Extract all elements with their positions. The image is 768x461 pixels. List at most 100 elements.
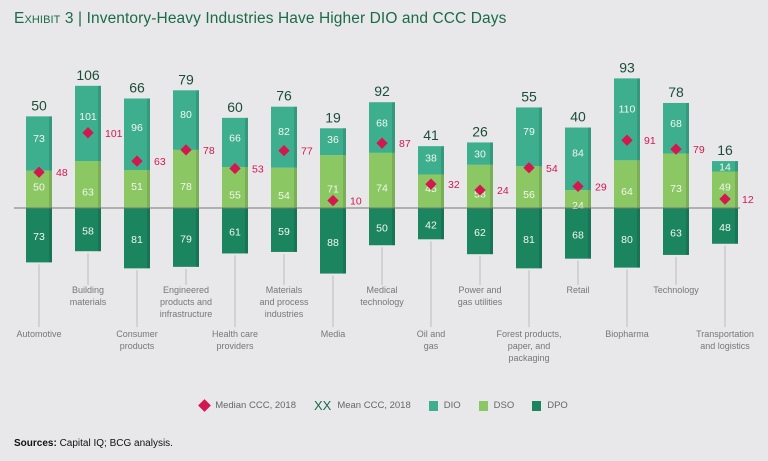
bar-dso	[369, 152, 395, 208]
bar-dpo	[369, 208, 395, 246]
median-marker	[474, 184, 486, 196]
median-marker	[131, 155, 143, 167]
bar-dpo	[565, 208, 591, 259]
category-label: Technology	[653, 285, 699, 295]
bar-dio	[516, 107, 542, 167]
category-label: technology	[360, 297, 404, 307]
legend-median-label: Median CCC, 2018	[215, 400, 296, 411]
dpo-value-label: 73	[33, 231, 45, 243]
bar-dso	[75, 161, 101, 208]
dio-value-label: 36	[327, 134, 339, 146]
mean-ccc-label: 55	[521, 88, 537, 104]
bar-shade	[196, 90, 199, 267]
bar-dpo	[663, 208, 689, 255]
median-marker	[572, 180, 584, 193]
median-marker	[621, 134, 633, 146]
bar-dio	[467, 142, 493, 165]
title-separator: |	[78, 10, 83, 27]
mean-ccc-label: 26	[472, 123, 488, 139]
bar-dio	[320, 128, 346, 156]
category-label: Engineered	[163, 285, 209, 295]
bar-dpo	[173, 208, 199, 267]
dpo-value-label: 63	[670, 227, 682, 239]
mean-ccc-label: 92	[374, 83, 390, 99]
dpo-value-label: 81	[131, 234, 143, 246]
dso-value-label: 51	[131, 181, 143, 193]
dpo-value-label: 80	[621, 234, 633, 246]
bar-shade	[686, 102, 689, 255]
category-label: Power and	[458, 285, 501, 295]
bar-shade	[147, 98, 150, 269]
bar-dpo	[418, 208, 444, 240]
dio-value-label: 96	[131, 122, 143, 134]
mean-ccc-label: 60	[227, 99, 243, 115]
sources-label: Sources:	[14, 438, 57, 449]
median-marker	[670, 143, 682, 155]
mean-ccc-label: 41	[423, 127, 439, 143]
mean-ccc-label: 66	[129, 79, 145, 95]
median-marker	[229, 162, 241, 175]
median-ccc-label: 79	[693, 144, 705, 156]
bar-shade	[245, 117, 248, 254]
mean-ccc-label: 16	[717, 142, 733, 158]
dso-value-label: 74	[376, 182, 388, 194]
category-label: Biopharma	[605, 329, 649, 339]
mean-ccc-label: 93	[619, 59, 635, 75]
dpo-value-label: 81	[523, 234, 535, 246]
mean-ccc-label: 40	[570, 109, 586, 125]
dio-value-label: 82	[278, 126, 290, 138]
bar-dso	[565, 190, 591, 208]
category-label: packaging	[508, 353, 549, 363]
category-label: gas	[424, 341, 439, 351]
chart-area: 50 73 73 50 48 Automotive 63 101 58 106 101 Buildin…	[14, 59, 754, 363]
bar-dio	[222, 117, 248, 168]
dio-value-label: 38	[425, 152, 437, 164]
dio-value-label: 101	[79, 111, 97, 123]
median-marker	[425, 178, 437, 190]
dpo-value-label: 61	[229, 227, 241, 239]
bar-dso	[271, 167, 297, 208]
bar-shade	[49, 116, 52, 263]
median-ccc-label: 101	[105, 128, 123, 140]
dso-value-label: 54	[278, 190, 290, 202]
median-ccc-label: 10	[350, 196, 362, 208]
legend: Median CCC, 2018 XX Mean CCC, 2018 DIO DS…	[0, 398, 768, 413]
mean-ccc-label: 79	[178, 71, 194, 87]
dso-value-label: 71	[327, 184, 339, 196]
dio-swatch	[428, 400, 438, 411]
dpo-swatch	[532, 400, 542, 411]
category-label: Automotive	[16, 329, 61, 339]
legend-mean-label: Mean CCC, 2018	[337, 400, 411, 411]
median-ccc-label: 24	[497, 185, 509, 197]
title-text: Inventory-Heavy Industries Have Higher D…	[86, 10, 507, 27]
bar-dio	[26, 116, 52, 171]
category-label: Consumer	[116, 329, 158, 339]
bar-dpo	[467, 208, 493, 255]
dio-value-label: 110	[619, 103, 636, 115]
category-label: infrastructure	[160, 309, 213, 319]
bar-dpo	[124, 208, 150, 269]
dio-value-label: 14	[719, 161, 731, 173]
dpo-value-label: 58	[82, 226, 94, 238]
legend-mean: XX Mean CCC, 2018	[314, 398, 411, 413]
legend-dio-label: DIO	[443, 400, 461, 411]
dio-value-label: 30	[474, 149, 486, 161]
mean-ccc-label: 76	[276, 88, 292, 104]
median-ccc-label: 53	[252, 164, 264, 176]
dio-value-label: 84	[572, 148, 584, 160]
bar-dso	[124, 170, 150, 208]
category-label: paper, and	[508, 341, 551, 351]
median-ccc-label: 78	[203, 145, 215, 157]
median-ccc-label: 91	[644, 135, 656, 147]
bar-dso	[173, 149, 199, 208]
bar-dso	[663, 153, 689, 208]
dpo-value-label: 42	[425, 220, 437, 232]
category-label: and logistics	[700, 341, 750, 351]
dso-value-label: 56	[523, 189, 535, 201]
dso-value-label: 73	[670, 183, 682, 195]
bar-shade	[294, 106, 297, 252]
bar-dpo	[75, 208, 101, 252]
median-ccc-label: 77	[301, 146, 313, 158]
dio-value-label: 66	[229, 133, 241, 145]
diamond-icon	[198, 399, 212, 412]
